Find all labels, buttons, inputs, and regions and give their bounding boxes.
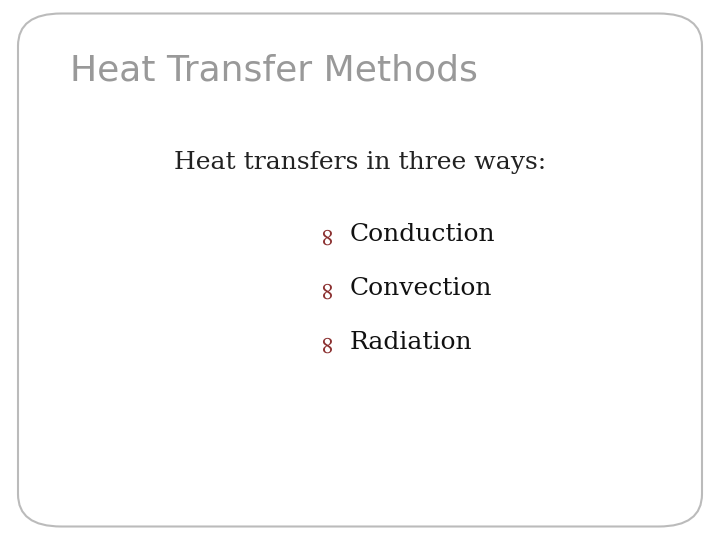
Text: Convection: Convection [349, 278, 492, 300]
FancyBboxPatch shape [18, 14, 702, 526]
Text: Conduction: Conduction [349, 224, 495, 246]
Text: Heat Transfer Methods: Heat Transfer Methods [70, 53, 477, 87]
Text: ∞: ∞ [315, 279, 338, 299]
Text: Radiation: Radiation [349, 332, 472, 354]
Text: ∞: ∞ [315, 225, 338, 245]
Text: ∞: ∞ [315, 333, 338, 353]
Text: Heat transfers in three ways:: Heat transfers in three ways: [174, 151, 546, 173]
